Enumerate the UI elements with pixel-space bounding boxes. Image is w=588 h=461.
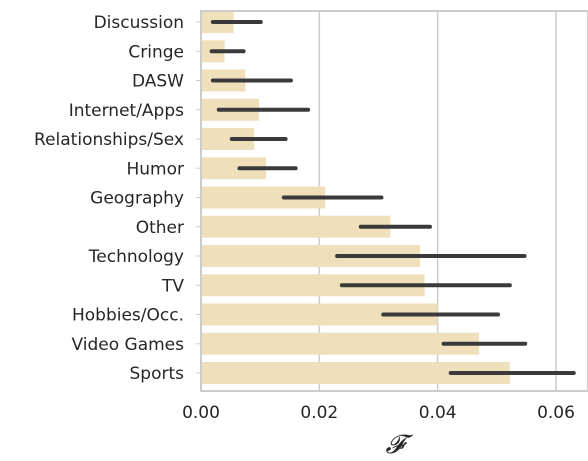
category-label: Video Games — [71, 335, 184, 355]
category-label: TV — [161, 276, 184, 296]
x-tick-labels: 0.00 0.02 0.04 0.06 — [182, 403, 575, 423]
category-label: Geography — [90, 189, 184, 209]
category-label: Humor — [126, 159, 184, 179]
error-bars — [209, 20, 576, 375]
category-label: Other — [136, 218, 184, 238]
category-label: Internet/Apps — [69, 101, 184, 121]
category-label: Sports — [130, 364, 185, 384]
x-tick-label: 0.06 — [537, 403, 575, 423]
category-label: Hobbies/Occ. — [72, 306, 184, 326]
plot-frame — [200, 10, 588, 392]
category-label: Cringe — [128, 42, 184, 62]
x-tick-label: 0.04 — [419, 403, 457, 423]
bars — [201, 11, 510, 384]
bar — [201, 362, 510, 384]
bar — [201, 245, 420, 267]
bar — [201, 157, 267, 180]
x-tick-label: 0.02 — [300, 403, 338, 423]
category-label: Discussion — [94, 13, 184, 33]
category-label: Relationships/Sex — [34, 130, 184, 150]
bar — [201, 332, 480, 355]
x-axis-title: 𝓕 — [385, 430, 413, 460]
category-labels: Discussion Cringe DASW Internet/Apps Relatio… — [34, 13, 201, 384]
category-label: Technology — [88, 247, 184, 267]
x-tick-label: 0.00 — [182, 403, 220, 423]
category-label: DASW — [132, 72, 184, 92]
bar — [201, 303, 438, 326]
bar — [201, 186, 326, 209]
bar — [201, 274, 425, 297]
bar — [201, 215, 391, 238]
bar — [201, 128, 255, 150]
